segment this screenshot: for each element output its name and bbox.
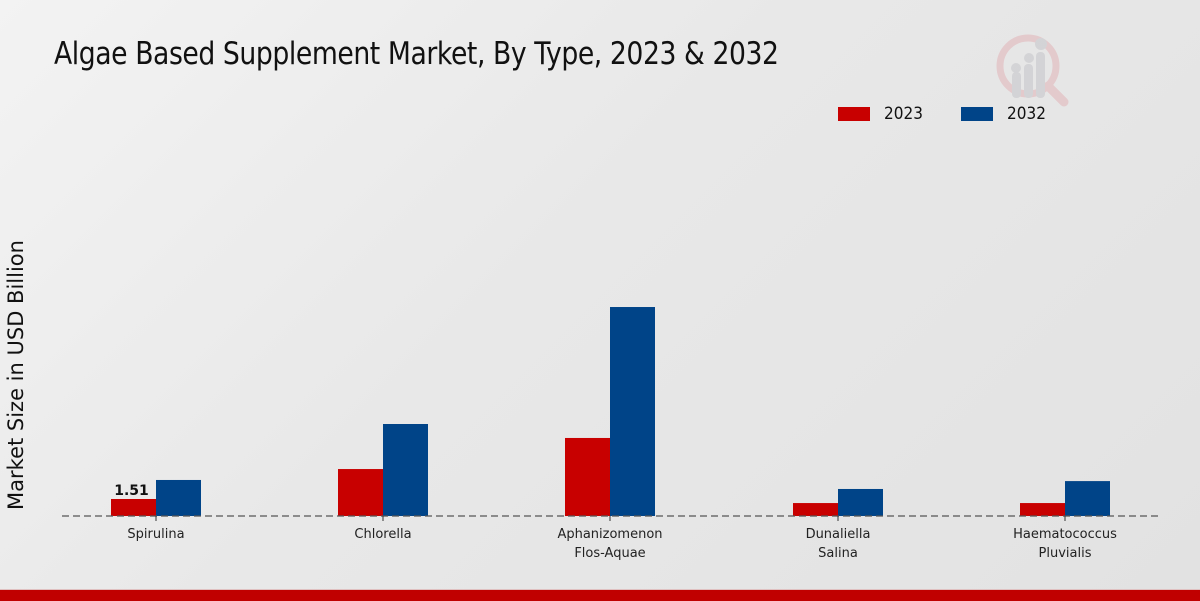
bar-2023-aphanizomenon [565,437,610,516]
data-label: 1.51 [114,483,149,499]
bar-2032-spirulina [156,479,201,516]
footer-bar [0,589,1200,601]
bar-2032-chlorella [383,424,428,516]
legend-item-2023: 2023 [838,104,927,124]
bar-2023-chlorella [338,469,383,516]
bar-2023-dunaliella [793,503,838,516]
legend-swatch-2032 [961,107,994,121]
bar-2032-haematococcus [1065,481,1110,516]
x-tick-label: Salina [818,546,858,561]
watermark-logo-icon [996,34,1069,107]
x-tick-label: Haematococcus [1013,527,1117,542]
legend-swatch-2023 [838,107,870,121]
bar-2032-dunaliella [838,488,883,516]
bar-2023-spirulina [111,498,156,516]
x-tick-label: Dunaliella [806,527,871,542]
x-tick-label: Chlorella [354,527,411,542]
bar-2023-haematococcus [1020,503,1065,516]
bar-2032-aphanizomenon [610,307,655,516]
x-tick-label: Spirulina [127,527,184,542]
x-tick-label: Aphanizomenon [557,527,662,542]
legend-label-2023: 2023 [884,104,923,124]
legend-label-2032: 2032 [1007,104,1047,124]
chart-title: Algae Based Supplement Market, By Type, … [54,36,779,72]
x-tick-label: Flos-Aquae [574,546,645,561]
legend: 2023 2032 [838,104,1085,124]
x-tick-label: Pluvialis [1039,546,1092,561]
legend-item-2032: 2032 [961,104,1050,124]
